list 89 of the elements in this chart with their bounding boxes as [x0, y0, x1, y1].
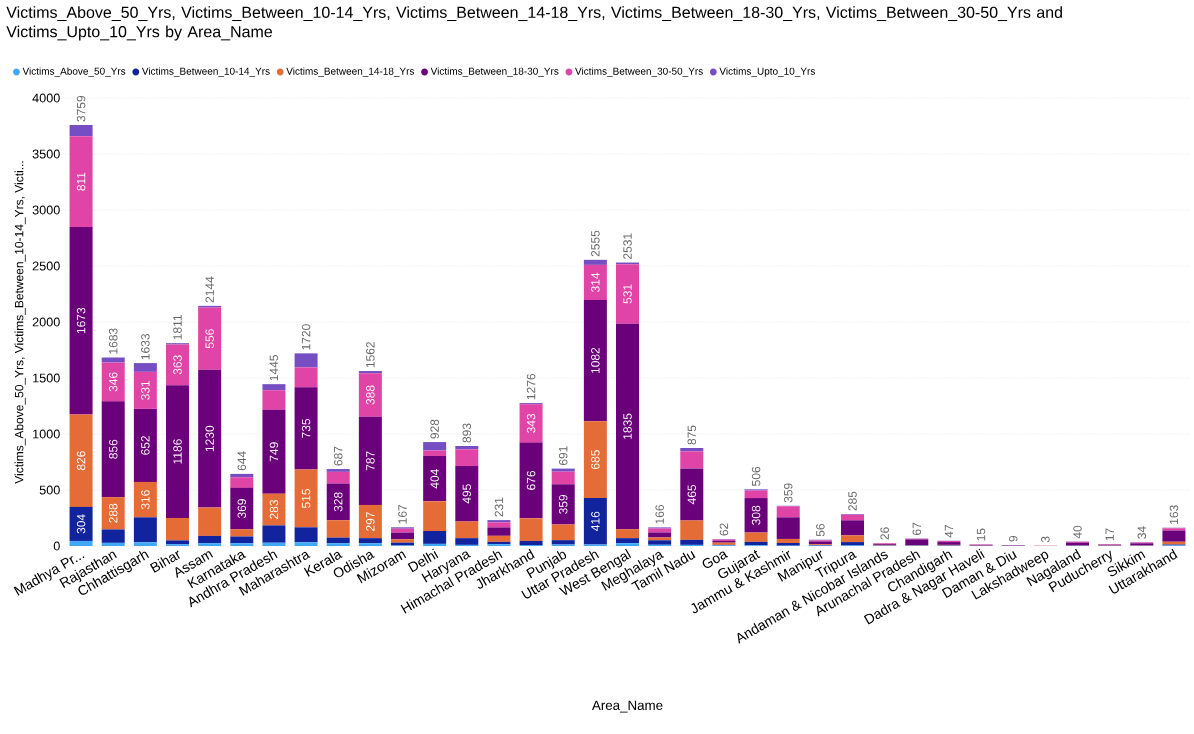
total-label: 17: [1105, 528, 1114, 541]
data-label: 369: [237, 499, 247, 519]
legend-label: Victims_Between_18-30_Yrs: [430, 67, 559, 77]
y-tick-label: 2000: [32, 317, 60, 327]
data-label: 1835: [623, 413, 632, 439]
total-label: 166: [655, 504, 664, 524]
legend-label: Victims_Between_10-14_Yrs: [141, 67, 270, 77]
total-label: 1276: [526, 373, 536, 400]
total-label: 506: [751, 466, 761, 486]
y-tick-label: 3000: [32, 205, 60, 215]
y-tick-label: 2500: [32, 261, 60, 271]
y-tick-label: 4000: [32, 93, 60, 103]
legend-label: Victims_Between_14-18_Yrs: [286, 67, 415, 77]
data-label: 685: [591, 450, 600, 469]
data-label: 283: [269, 500, 279, 519]
data-label: 735: [301, 418, 311, 438]
total-label: 56: [816, 523, 825, 537]
total-label: 47: [944, 525, 954, 538]
total-label: 285: [848, 491, 857, 511]
data-label: 416: [591, 511, 600, 531]
data-label: 1230: [205, 425, 214, 452]
total-label: 928: [430, 419, 439, 439]
total-label: 9: [1008, 535, 1018, 542]
total-label: 167: [398, 504, 407, 524]
data-label: 1082: [591, 347, 600, 374]
legend-label: Victims_Between_30-50_Yrs: [575, 67, 703, 77]
data-label: 856: [108, 439, 118, 459]
data-label: 515: [301, 488, 311, 508]
data-label: 288: [108, 503, 118, 523]
total-label: 1720: [301, 324, 311, 350]
y-tick-label: 1500: [33, 373, 60, 383]
data-label: 531: [623, 284, 632, 304]
data-label: 749: [269, 442, 279, 462]
data-label: 346: [108, 372, 118, 392]
data-label: 308: [751, 505, 761, 525]
total-label: 1633: [141, 334, 150, 360]
total-label: 691: [558, 446, 568, 466]
total-label: 26: [880, 527, 889, 540]
total-label: 2555: [591, 230, 600, 257]
chart-title: Victims_Above_50_Yrs, Victims_Between_10-14_Yrs, Victims_Between_14-18_Yrs, Victims_Between_18-30_Yrs, Victims_Between_30-50_Yrs and Victims_Upto_10_Yrs by Area_Name: [6, 6, 1062, 41]
total-label: 1445: [269, 355, 279, 381]
data-label: 556: [205, 329, 214, 349]
data-label: 652: [141, 436, 150, 455]
data-label: 811: [76, 172, 86, 191]
total-label: 62: [719, 523, 729, 536]
data-label: 343: [526, 413, 536, 433]
y-axis-title: Victims_Above_50_Yrs, Victims_Between_10-14_Yrs, Victi...: [14, 161, 26, 484]
total-label: 34: [1137, 526, 1147, 539]
total-label: 2144: [205, 276, 214, 303]
y-tick-label: 500: [39, 485, 60, 495]
data-label: 787: [366, 451, 375, 471]
data-label: 676: [526, 470, 536, 490]
total-label: 231: [494, 497, 504, 517]
total-label: 15: [976, 528, 986, 541]
total-label: 1683: [108, 328, 118, 354]
total-label: 2531: [623, 233, 632, 259]
total-label: 40: [1073, 525, 1082, 539]
total-label: 644: [237, 451, 247, 471]
total-label: 1811: [173, 315, 182, 340]
x-axis-title: Area_Name: [591, 700, 663, 713]
data-label: 363: [173, 355, 182, 375]
data-label: 331: [141, 380, 150, 400]
data-label: 314: [591, 272, 600, 293]
total-label: 3759: [76, 95, 86, 122]
data-label: 465: [687, 484, 697, 505]
total-label: 1562: [366, 342, 375, 368]
total-label: 687: [333, 446, 343, 466]
data-label: 297: [366, 512, 375, 531]
total-label: 875: [687, 425, 697, 445]
data-label: 826: [76, 451, 86, 471]
legend-label: Victims_Above_50_Yrs: [22, 67, 126, 77]
data-label: 304: [76, 514, 86, 534]
legend-label: Victims_Upto_10_Yrs: [719, 67, 815, 77]
y-tick-label: 0: [53, 541, 60, 551]
data-label: 328: [333, 492, 343, 512]
total-label: 67: [912, 522, 922, 535]
y-tick-label: 1000: [33, 429, 60, 439]
data-label: 1186: [173, 439, 182, 464]
total-label: 3: [1041, 536, 1050, 543]
data-label: 359: [558, 494, 568, 514]
y-tick-label: 3500: [32, 149, 60, 159]
data-label: 495: [462, 484, 472, 504]
total-label: 893: [462, 423, 472, 443]
total-label: 359: [783, 483, 793, 503]
data-label: 316: [141, 490, 150, 510]
total-label: 163: [1169, 505, 1179, 524]
data-label: 404: [430, 469, 439, 489]
data-label: 1673: [76, 307, 86, 334]
data-label: 388: [366, 385, 375, 405]
